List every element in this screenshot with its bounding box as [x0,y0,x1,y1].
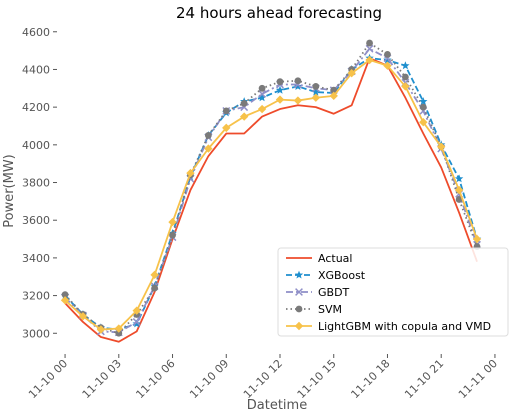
data-point [222,107,230,115]
data-point [258,90,267,98]
data-point [151,284,159,292]
data-point [293,82,303,90]
y-tick-label: 3400 [22,252,50,265]
legend-label: Actual [318,252,352,265]
data-point [258,84,266,92]
data-point [383,55,392,64]
data-point [419,103,427,111]
data-point [383,61,392,70]
data-point [311,87,321,96]
x-axis-label: Datetime [247,398,307,412]
data-point [239,112,249,121]
series-line [64,42,478,335]
data-point [132,319,141,328]
series-line [64,57,478,343]
data-point [347,69,356,78]
axes: 3000 3200 3400 3600 3800 4000 4200 4400 4600 11-1… [22,26,500,401]
y-tick-label: 4200 [22,101,50,114]
series-line [64,59,478,331]
x-tick-label: 11-10 21 [402,357,446,401]
y-axis-label: Power(MW) [2,154,17,228]
data-point [293,96,303,105]
data-point [60,296,70,305]
y-tick-label: 4600 [22,26,50,39]
data-point [419,97,428,106]
series-actual [64,57,478,343]
x-tick-label: 11-10 09 [187,357,231,401]
data-point [204,144,213,153]
data-point [311,93,321,102]
data-point [437,142,446,151]
x-tick-label: 11-10 12 [241,357,285,401]
data-point [240,99,248,107]
y-tick-label: 4000 [22,139,50,152]
data-point [312,83,320,90]
data-point [132,318,141,326]
y-tick-label: 3000 [22,327,50,340]
data-point [419,118,428,127]
x-tick-label: 11-10 18 [348,357,392,401]
data-point [96,325,106,334]
data-point [132,306,141,315]
data-point [454,185,464,195]
legend-label: SVM [318,303,342,316]
data-point [168,217,177,227]
y-tick-label: 3800 [22,177,50,190]
x-tick-label: 11-10 15 [295,357,339,401]
legend: Actual XGBoost GBDT SVM LightGBM with copula… [277,247,509,337]
legend-label: XGBoost [318,269,366,282]
legend-label: LightGBM with copula and VMD [318,320,491,333]
data-point [366,39,373,47]
legend-label: GBDT [318,286,350,299]
y-tick-label: 3200 [22,290,50,303]
x-tick-label: 11-10 06 [133,357,177,401]
data-point [222,123,231,133]
data-point [204,132,212,139]
series-lightgbm-with-copula-and-vmd [60,55,482,334]
y-tick-label: 4400 [22,63,50,76]
data-point [401,61,410,70]
data-point [115,329,123,337]
x-tick-label: 11-11 00 [456,357,500,401]
data-point [384,50,391,58]
x-tick-label: 11-10 03 [80,357,124,401]
data-point [365,55,374,65]
data-point [401,82,410,91]
data-point [294,77,302,85]
data-point [114,324,123,333]
data-point [150,270,159,280]
data-point [186,168,195,178]
data-point [257,93,267,102]
legend-marker [294,321,304,331]
data-point [330,86,338,94]
data-point [276,78,284,86]
data-point [455,196,463,203]
data-point [275,95,285,104]
y-tick-label: 3600 [22,214,50,227]
chart-title: 24 hours ahead forecasting [176,4,382,22]
data-point [472,234,482,244]
data-point [454,174,464,183]
series-lines [60,39,482,343]
data-point [78,312,88,321]
data-point [257,104,267,114]
data-point [365,44,374,53]
data-point [169,231,176,239]
legend-box [277,247,509,337]
legend-marker [294,270,304,279]
data-point [61,291,69,299]
data-point [275,85,285,94]
x-tick-label: 11-10 00 [26,357,70,401]
data-point [329,91,338,101]
legend-marker [295,305,303,313]
data-point [401,73,409,81]
legend-marker [295,288,303,296]
